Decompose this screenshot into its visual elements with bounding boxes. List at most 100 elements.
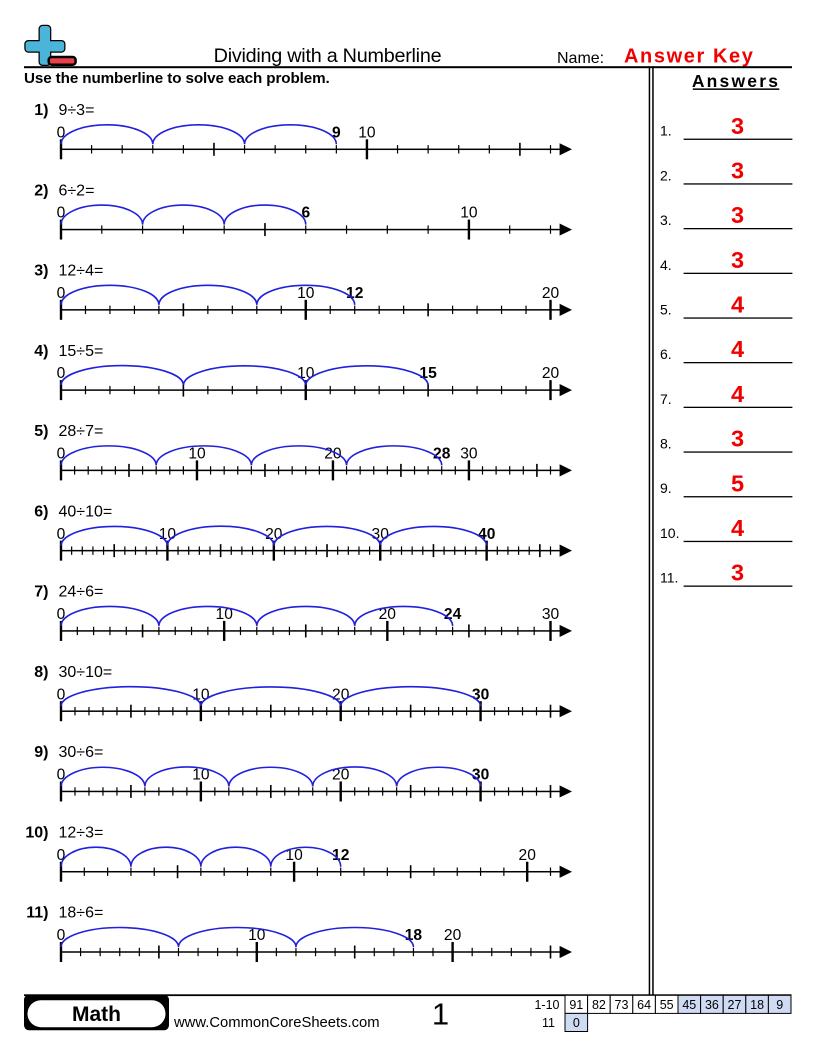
svg-text:0: 0 [57,767,66,784]
svg-text:40: 40 [478,526,496,543]
svg-text:30: 30 [372,526,390,543]
svg-text:45: 45 [682,998,696,1012]
svg-text:30÷6=: 30÷6= [59,744,104,761]
svg-text:4: 4 [731,515,744,541]
svg-text:9: 9 [776,998,783,1012]
svg-text:20: 20 [444,927,462,944]
svg-text:9: 9 [332,124,341,141]
svg-text:3: 3 [731,247,744,273]
svg-text:1.: 1. [660,123,672,139]
svg-text:0: 0 [57,606,66,623]
svg-text:18: 18 [750,998,764,1012]
svg-text:20: 20 [542,365,560,382]
svg-text:3: 3 [731,113,744,139]
svg-text:82: 82 [592,998,606,1012]
svg-text:55: 55 [660,998,674,1012]
svg-text:4.: 4. [660,257,672,273]
svg-text:10: 10 [297,365,315,382]
svg-text:10: 10 [216,606,234,623]
svg-text:3): 3) [34,263,48,280]
svg-text:40÷10=: 40÷10= [59,503,113,520]
svg-text:20: 20 [519,847,537,864]
svg-text:0: 0 [57,847,66,864]
svg-text:4): 4) [34,343,48,360]
svg-text:3.: 3. [660,212,672,228]
svg-text:2.: 2. [660,167,672,183]
svg-text:20: 20 [542,285,560,302]
svg-text:3: 3 [731,426,744,452]
svg-text:91: 91 [569,998,583,1012]
svg-text:8.: 8. [660,436,672,452]
svg-text:Math: Math [72,1003,121,1026]
svg-text:20: 20 [332,767,350,784]
svg-text:6: 6 [301,205,310,222]
svg-text:0: 0 [57,124,66,141]
svg-text:3: 3 [731,202,744,228]
svg-text:1-10: 1-10 [534,998,559,1012]
svg-text:0: 0 [57,285,66,302]
svg-text:15: 15 [419,365,437,382]
svg-text:3: 3 [731,560,744,586]
svg-text:20: 20 [379,606,397,623]
svg-text:Answers: Answers [692,71,780,91]
svg-text:10: 10 [192,686,210,703]
svg-text:30: 30 [472,767,490,784]
svg-text:10.: 10. [660,525,679,541]
svg-text:18: 18 [405,927,423,944]
svg-text:30: 30 [542,606,560,623]
svg-text:3: 3 [731,158,744,184]
svg-text:30: 30 [460,446,478,463]
svg-text:11.: 11. [660,570,678,586]
svg-text:64: 64 [637,998,651,1012]
svg-text:0: 0 [573,1016,580,1030]
svg-text:10: 10 [285,847,303,864]
svg-text:11: 11 [542,1016,555,1030]
svg-text:0: 0 [57,365,66,382]
svg-text:24: 24 [444,606,462,623]
svg-text:6.: 6. [660,346,672,362]
svg-text:10): 10) [25,824,48,841]
svg-text:10: 10 [358,124,376,141]
svg-text:9÷3=: 9÷3= [59,102,95,119]
svg-text:18÷6=: 18÷6= [59,905,104,922]
svg-text:Use the numberline to solve ea: Use the numberline to solve each problem… [24,70,330,87]
svg-text:1): 1) [34,102,48,119]
svg-text:5.: 5. [660,302,672,318]
svg-text:12: 12 [346,285,364,302]
svg-text:10: 10 [248,927,266,944]
svg-text:Dividing with a Numberline: Dividing with a Numberline [214,45,442,67]
svg-text:0: 0 [57,686,66,703]
svg-text:0: 0 [57,927,66,944]
svg-text:10: 10 [297,285,315,302]
svg-text:7.: 7. [660,391,672,407]
svg-text:12÷3=: 12÷3= [59,824,104,841]
svg-text:0: 0 [57,446,66,463]
svg-text:0: 0 [57,526,66,543]
svg-text:Name:: Name: [557,50,604,67]
svg-text:2): 2) [34,182,48,199]
svg-text:9.: 9. [660,480,672,496]
svg-text:24÷6=: 24÷6= [59,584,104,601]
svg-text:www.CommonCoreSheets.com: www.CommonCoreSheets.com [173,1015,380,1031]
svg-text:5): 5) [34,423,48,440]
svg-text:28: 28 [433,446,451,463]
svg-text:1: 1 [432,997,449,1032]
svg-text:7): 7) [34,584,48,601]
svg-text:9): 9) [34,744,48,761]
svg-text:10: 10 [159,526,177,543]
svg-text:5: 5 [731,470,744,496]
svg-text:8): 8) [34,664,48,681]
svg-text:12: 12 [332,847,350,864]
svg-text:10: 10 [460,205,478,222]
svg-text:20: 20 [332,686,350,703]
svg-text:30: 30 [472,686,490,703]
svg-text:73: 73 [615,998,629,1012]
svg-text:15÷5=: 15÷5= [59,343,104,360]
svg-text:28÷7=: 28÷7= [59,423,104,440]
svg-text:10: 10 [192,767,210,784]
svg-text:6): 6) [34,503,48,520]
svg-text:Answer Key: Answer Key [624,45,755,67]
svg-text:0: 0 [57,205,66,222]
svg-text:4: 4 [731,381,744,407]
svg-text:30÷10=: 30÷10= [59,664,113,681]
